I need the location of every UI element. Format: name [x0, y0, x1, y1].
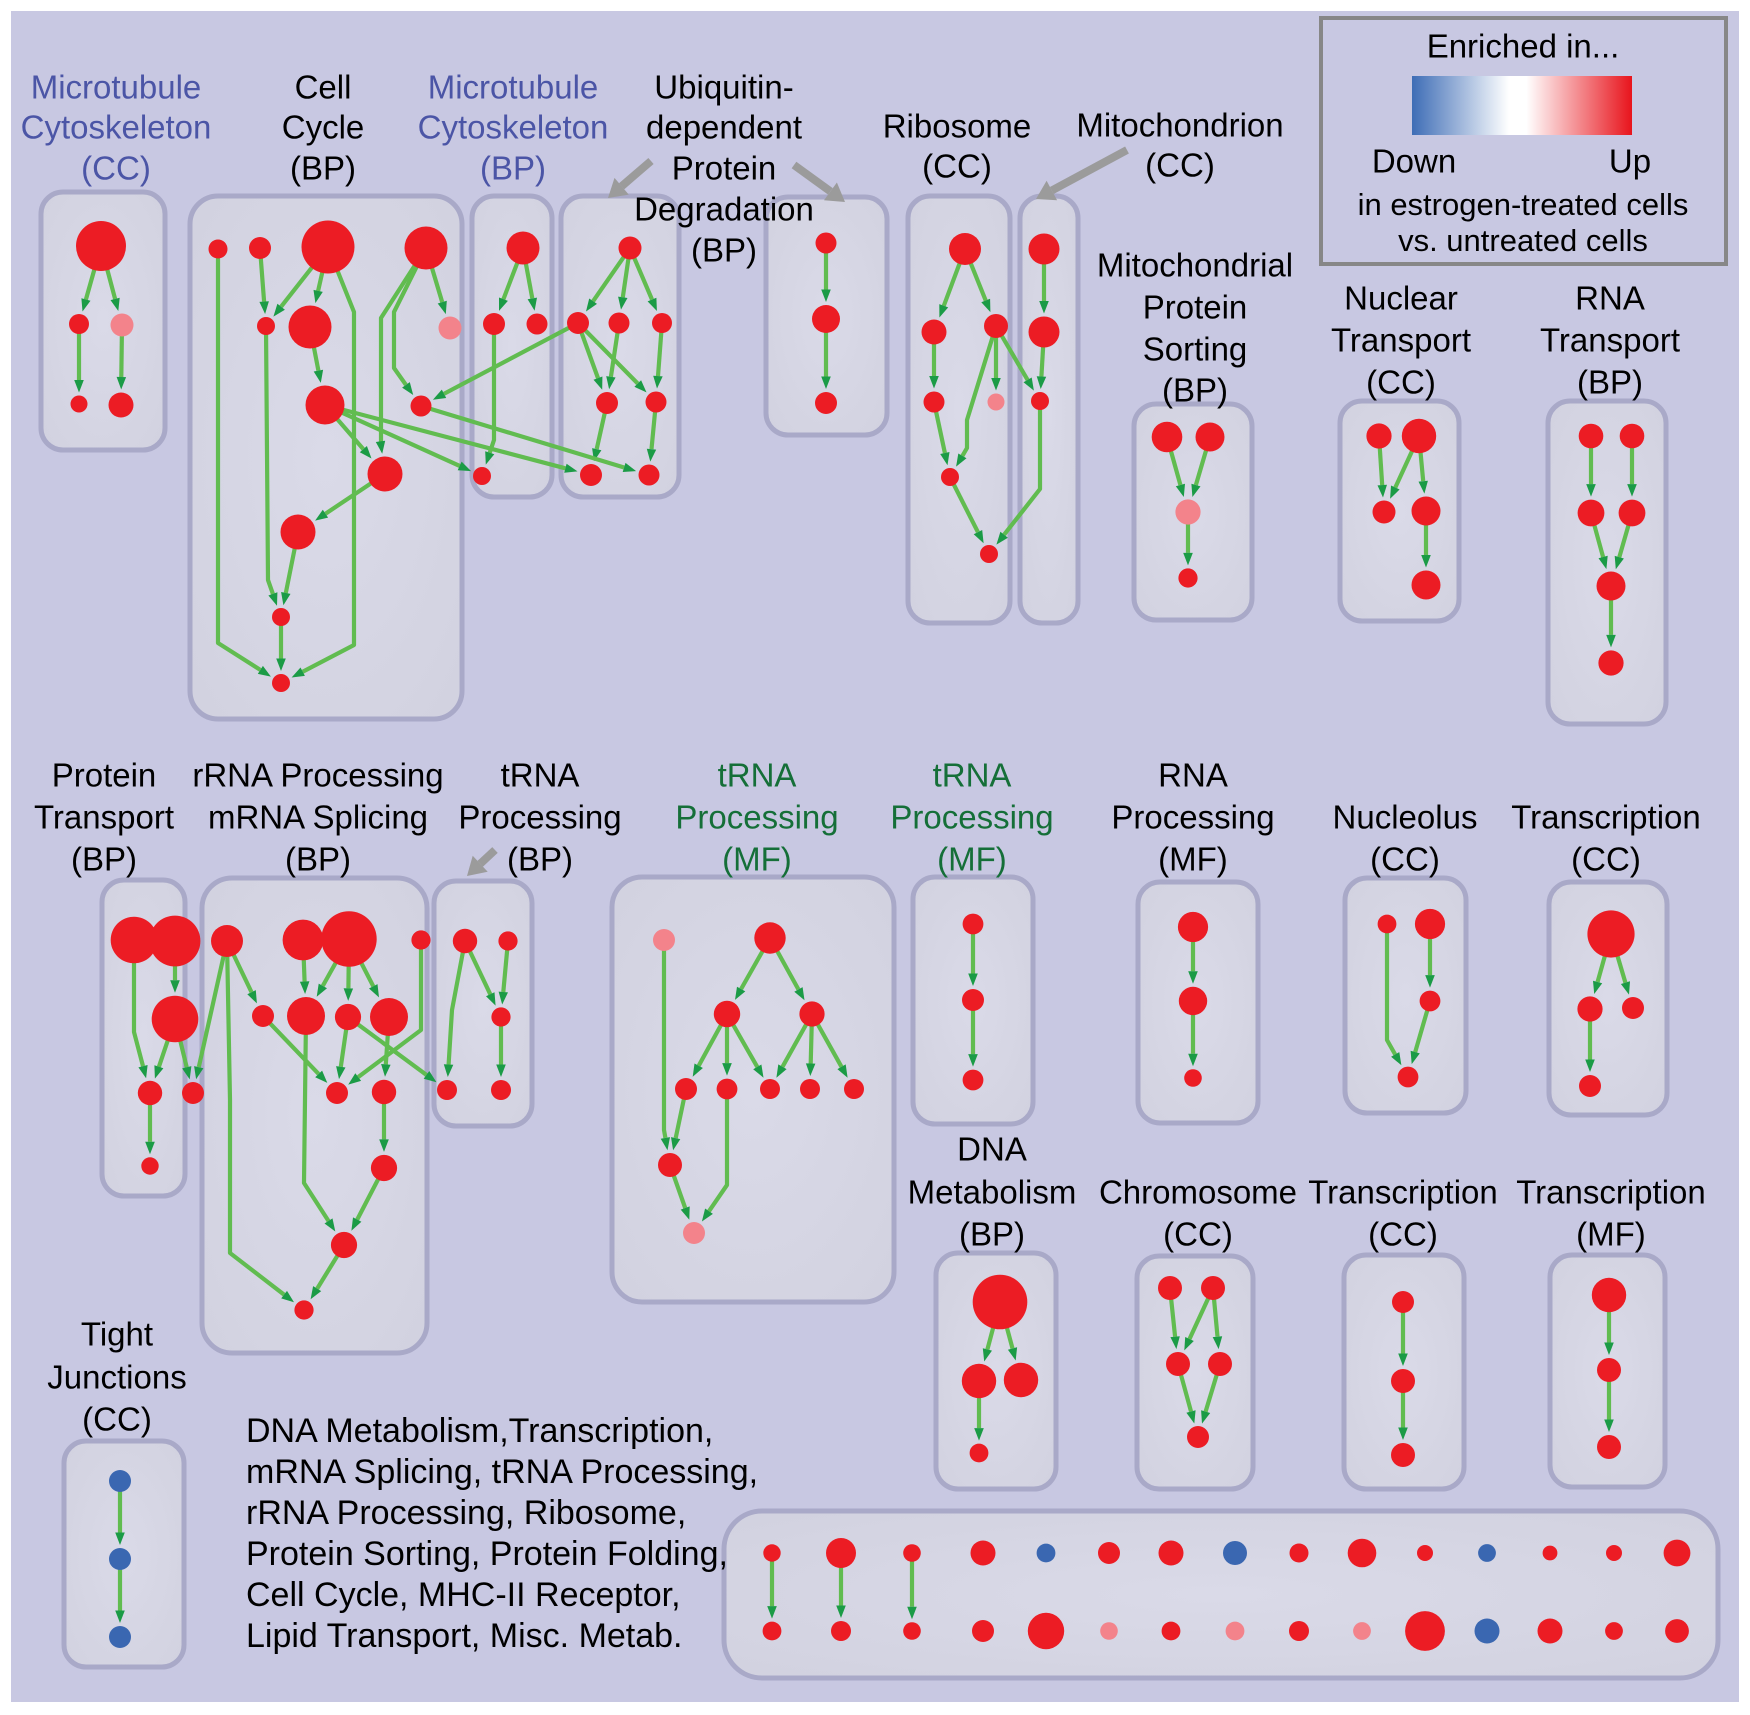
svg-text:(BP): (BP) — [1162, 372, 1228, 409]
svg-text:RNA: RNA — [1158, 757, 1228, 794]
svg-text:Degradation: Degradation — [634, 191, 814, 228]
svg-text:DNA: DNA — [957, 1131, 1027, 1168]
svg-text:Microtubule: Microtubule — [31, 69, 202, 106]
svg-text:Lipid Transport, Misc. Metab.: Lipid Transport, Misc. Metab. — [246, 1617, 683, 1655]
svg-text:tRNA: tRNA — [718, 757, 797, 794]
svg-text:Transcription: Transcription — [1308, 1174, 1498, 1211]
svg-text:(CC): (CC) — [1370, 841, 1440, 878]
svg-text:Mitochondrial: Mitochondrial — [1097, 247, 1293, 284]
svg-text:(CC): (CC) — [81, 150, 151, 187]
svg-text:Cycle: Cycle — [282, 109, 365, 146]
svg-text:(CC): (CC) — [922, 148, 992, 185]
svg-text:Protein: Protein — [52, 757, 157, 794]
svg-text:RNA: RNA — [1575, 280, 1645, 317]
svg-text:(BP): (BP) — [691, 232, 757, 269]
svg-text:(MF): (MF) — [722, 841, 792, 878]
svg-text:Chromosome: Chromosome — [1099, 1174, 1297, 1211]
svg-text:Microtubule: Microtubule — [428, 69, 599, 106]
svg-text:(CC): (CC) — [1163, 1216, 1233, 1253]
svg-text:Sorting: Sorting — [1143, 331, 1248, 368]
svg-text:(BP): (BP) — [959, 1216, 1025, 1253]
svg-text:mRNA Splicing: mRNA Splicing — [208, 799, 428, 836]
svg-text:Tight: Tight — [81, 1316, 153, 1353]
svg-text:Protein: Protein — [1143, 289, 1248, 326]
svg-text:(BP): (BP) — [290, 150, 356, 187]
svg-text:Ribosome: Ribosome — [883, 108, 1032, 145]
svg-text:Protein: Protein — [672, 150, 777, 187]
svg-text:tRNA: tRNA — [933, 757, 1012, 794]
svg-text:vs. untreated cells: vs. untreated cells — [1398, 223, 1648, 258]
svg-text:(CC): (CC) — [1571, 841, 1641, 878]
svg-text:Cell: Cell — [295, 69, 352, 106]
svg-text:dependent: dependent — [646, 109, 802, 146]
svg-text:(CC): (CC) — [1368, 1216, 1438, 1253]
svg-text:(CC): (CC) — [82, 1401, 152, 1438]
svg-text:Metabolism: Metabolism — [908, 1174, 1077, 1211]
svg-text:Transcription: Transcription — [1511, 799, 1701, 836]
svg-text:Junctions: Junctions — [47, 1359, 186, 1396]
svg-text:DNA Metabolism,Transcription,: DNA Metabolism,Transcription, — [246, 1412, 713, 1450]
svg-text:(BP): (BP) — [507, 841, 573, 878]
svg-text:Transport: Transport — [1540, 322, 1680, 359]
svg-text:Ubiquitin-: Ubiquitin- — [654, 69, 793, 106]
svg-text:(MF): (MF) — [1576, 1216, 1646, 1253]
svg-text:Transcription: Transcription — [1516, 1174, 1706, 1211]
svg-text:Processing: Processing — [1111, 799, 1274, 836]
svg-text:Enriched in...: Enriched in... — [1427, 28, 1620, 65]
svg-text:Processing: Processing — [890, 799, 1053, 836]
svg-text:Cytoskeleton: Cytoskeleton — [418, 109, 609, 146]
svg-text:Protein Sorting, Protein Foldi: Protein Sorting, Protein Folding, — [246, 1535, 728, 1573]
svg-text:Up: Up — [1609, 143, 1651, 180]
svg-text:Nuclear: Nuclear — [1344, 280, 1458, 317]
svg-text:Mitochondrion: Mitochondrion — [1076, 107, 1283, 144]
svg-text:Nucleolus: Nucleolus — [1333, 799, 1478, 836]
svg-text:(BP): (BP) — [480, 150, 546, 187]
svg-text:rRNA Processing: rRNA Processing — [192, 757, 443, 794]
svg-text:in estrogen-treated cells: in estrogen-treated cells — [1358, 187, 1689, 222]
svg-text:(BP): (BP) — [285, 841, 351, 878]
svg-text:Down: Down — [1372, 143, 1456, 180]
svg-text:(MF): (MF) — [1158, 841, 1228, 878]
svg-text:(BP): (BP) — [71, 841, 137, 878]
svg-text:tRNA: tRNA — [501, 757, 580, 794]
svg-text:mRNA Splicing, tRNA Processing: mRNA Splicing, tRNA Processing, — [246, 1453, 758, 1491]
svg-text:(BP): (BP) — [1577, 364, 1643, 401]
svg-text:Cytoskeleton: Cytoskeleton — [21, 109, 212, 146]
svg-text:Transport: Transport — [1331, 322, 1471, 359]
svg-text:Transport: Transport — [34, 799, 174, 836]
svg-text:rRNA Processing, Ribosome,: rRNA Processing, Ribosome, — [246, 1494, 686, 1532]
svg-text:Cell Cycle, MHC-II Receptor,: Cell Cycle, MHC-II Receptor, — [246, 1576, 681, 1614]
svg-text:(CC): (CC) — [1145, 147, 1215, 184]
svg-text:Processing: Processing — [675, 799, 838, 836]
svg-text:Processing: Processing — [458, 799, 621, 836]
svg-text:(CC): (CC) — [1366, 364, 1436, 401]
svg-text:(MF): (MF) — [937, 841, 1007, 878]
